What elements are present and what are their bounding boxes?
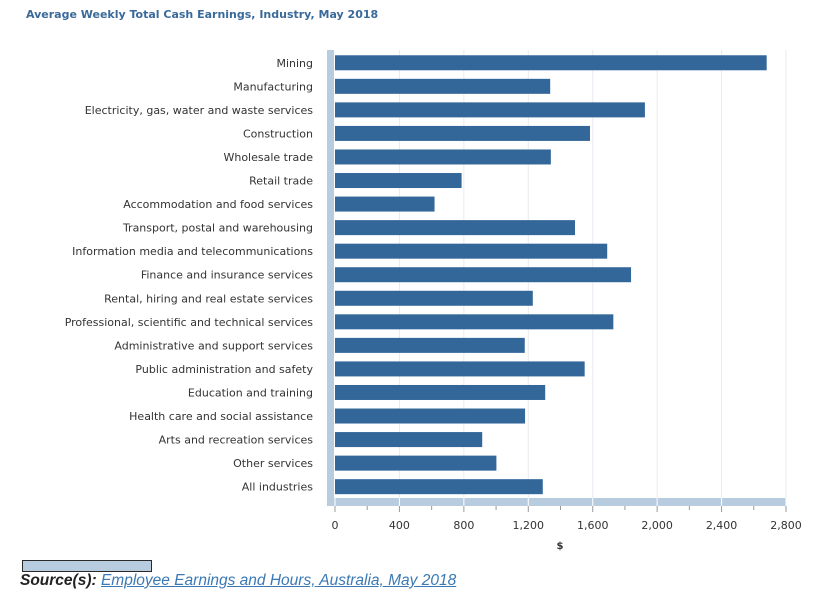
category-label: Construction	[243, 127, 313, 140]
category-label: All industries	[242, 481, 314, 494]
bar-chart: Mining Manufacturing Electricity, gas, wat…	[65, 50, 802, 552]
category-label: Administrative and support services	[114, 339, 313, 352]
bar	[335, 384, 546, 400]
category-axis-band	[327, 50, 334, 500]
category-label: Wholesale trade	[223, 151, 313, 164]
bar	[335, 125, 590, 141]
category-label: Education and training	[188, 386, 313, 399]
tick-label: 400	[389, 519, 410, 532]
category-label: Rental, hiring and real estate services	[104, 292, 313, 305]
tick-label: 2,800	[770, 519, 802, 532]
value-axis-band	[327, 498, 786, 506]
tick-label: 1,200	[513, 519, 545, 532]
bar	[335, 408, 526, 424]
bar	[335, 78, 551, 94]
tick-label: 1,600	[577, 519, 609, 532]
chart-title: Average Weekly Total Cash Earnings, Indu…	[26, 8, 379, 21]
bar	[335, 55, 767, 71]
bar	[335, 149, 551, 165]
category-label: Transport, postal and warehousing	[122, 222, 313, 235]
bar	[335, 479, 543, 495]
category-label: Mining	[276, 57, 313, 70]
source-link[interactable]: Employee Earnings and Hours, Australia, …	[100, 572, 457, 589]
category-label: Health care and social assistance	[129, 410, 313, 423]
bar	[335, 432, 483, 448]
x-axis-label: $	[557, 541, 564, 552]
legend-swatch	[22, 560, 152, 572]
bar	[335, 361, 585, 377]
category-label: Retail trade	[249, 175, 313, 188]
bar	[335, 290, 533, 306]
bar	[335, 455, 497, 471]
bar	[335, 196, 435, 212]
tick-label: 0	[332, 519, 339, 532]
category-label: Manufacturing	[233, 80, 313, 93]
category-label: Professional, scientific and technical s…	[65, 316, 314, 329]
bar	[335, 102, 645, 118]
tick-label: 2,400	[706, 519, 738, 532]
category-label: Electricity, gas, water and waste servic…	[85, 104, 314, 117]
bar	[335, 314, 614, 330]
category-label: Finance and insurance services	[141, 269, 313, 282]
source-line: Source(s): Employee Earnings and Hours, …	[20, 572, 456, 590]
bar	[335, 337, 525, 353]
category-label: Arts and recreation services	[159, 434, 314, 447]
category-label: Information media and telecommunications	[72, 245, 313, 258]
category-label: Accommodation and food services	[123, 198, 313, 211]
bar	[335, 173, 462, 189]
tick-label: 800	[453, 519, 474, 532]
tick-label: 2,000	[641, 519, 673, 532]
category-label: Other services	[233, 457, 313, 470]
bar	[335, 243, 608, 259]
source-label: Source(s):	[20, 572, 97, 589]
bar	[335, 220, 575, 236]
category-label: Public administration and safety	[135, 363, 313, 376]
bar	[335, 267, 632, 283]
